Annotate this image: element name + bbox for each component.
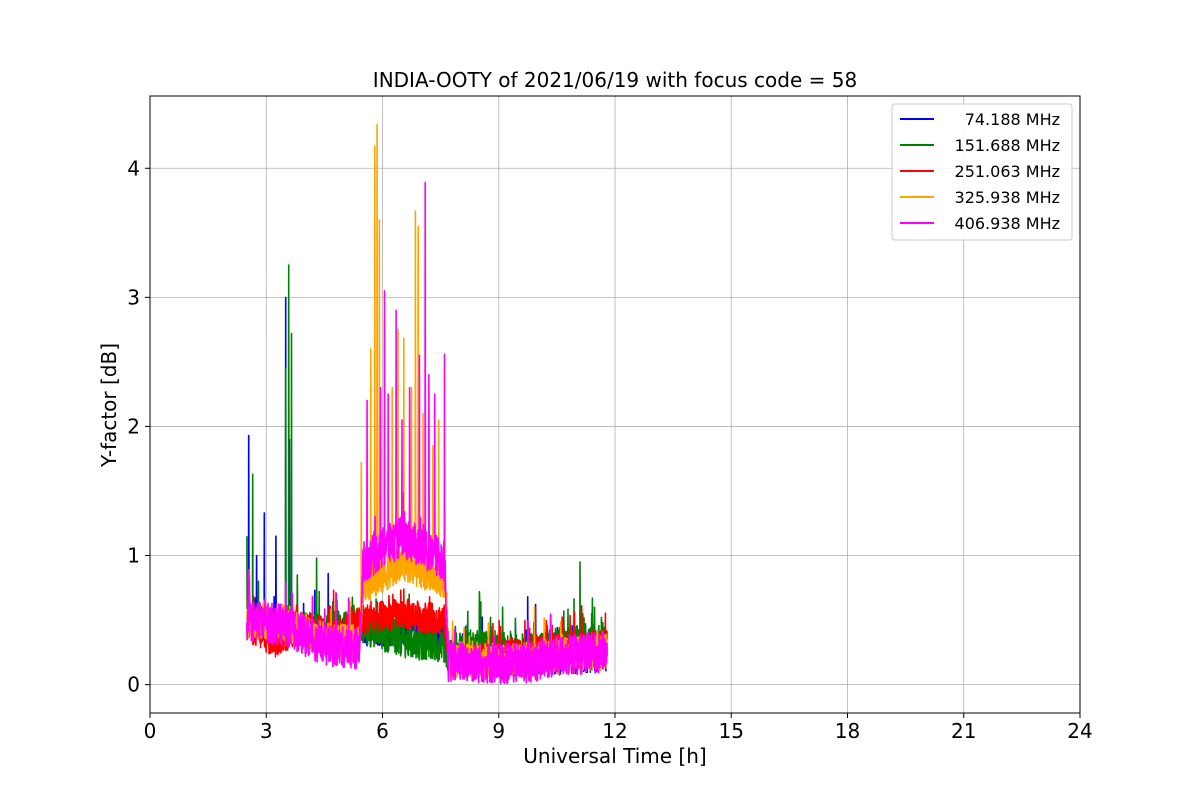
y-axis-label: Y-factor [dB] bbox=[97, 343, 121, 468]
x-tick-label: 24 bbox=[1067, 719, 1092, 743]
legend-label: 325.938 MHz bbox=[955, 188, 1060, 207]
series-layer bbox=[246, 123, 608, 685]
legend-label: 406.938 MHz bbox=[955, 214, 1060, 233]
legend-label: 251.063 MHz bbox=[955, 162, 1060, 181]
series-line-5 bbox=[246, 181, 608, 685]
y-axis: 0 1 2 3 4 bbox=[127, 156, 150, 697]
legend: 74.188 MHz 151.688 MHz 251.063 MHz 325.938 … bbox=[891, 103, 1073, 241]
x-axis-label: Universal Time [h] bbox=[523, 744, 706, 768]
chart-title: INDIA-OOTY of 2021/06/19 with focus code… bbox=[373, 68, 857, 92]
y-tick-label: 1 bbox=[127, 544, 140, 568]
x-tick-label: 15 bbox=[719, 719, 744, 743]
y-tick-label: 2 bbox=[127, 414, 140, 438]
x-tick-label: 3 bbox=[260, 719, 273, 743]
x-tick-label: 18 bbox=[835, 719, 860, 743]
x-axis: 0 3 6 9 12 15 18 21 24 bbox=[144, 713, 1093, 743]
legend-label: 151.688 MHz bbox=[955, 136, 1060, 155]
x-tick-label: 21 bbox=[951, 719, 976, 743]
x-tick-label: 6 bbox=[376, 719, 389, 743]
legend-box bbox=[891, 103, 1073, 241]
y-tick-label: 4 bbox=[127, 156, 140, 180]
x-tick-label: 0 bbox=[144, 719, 157, 743]
x-tick-label: 12 bbox=[602, 719, 627, 743]
x-tick-label: 9 bbox=[492, 719, 505, 743]
legend-label: 74.188 MHz bbox=[965, 110, 1060, 129]
y-tick-label: 3 bbox=[127, 285, 140, 309]
y-tick-label: 0 bbox=[127, 673, 140, 697]
